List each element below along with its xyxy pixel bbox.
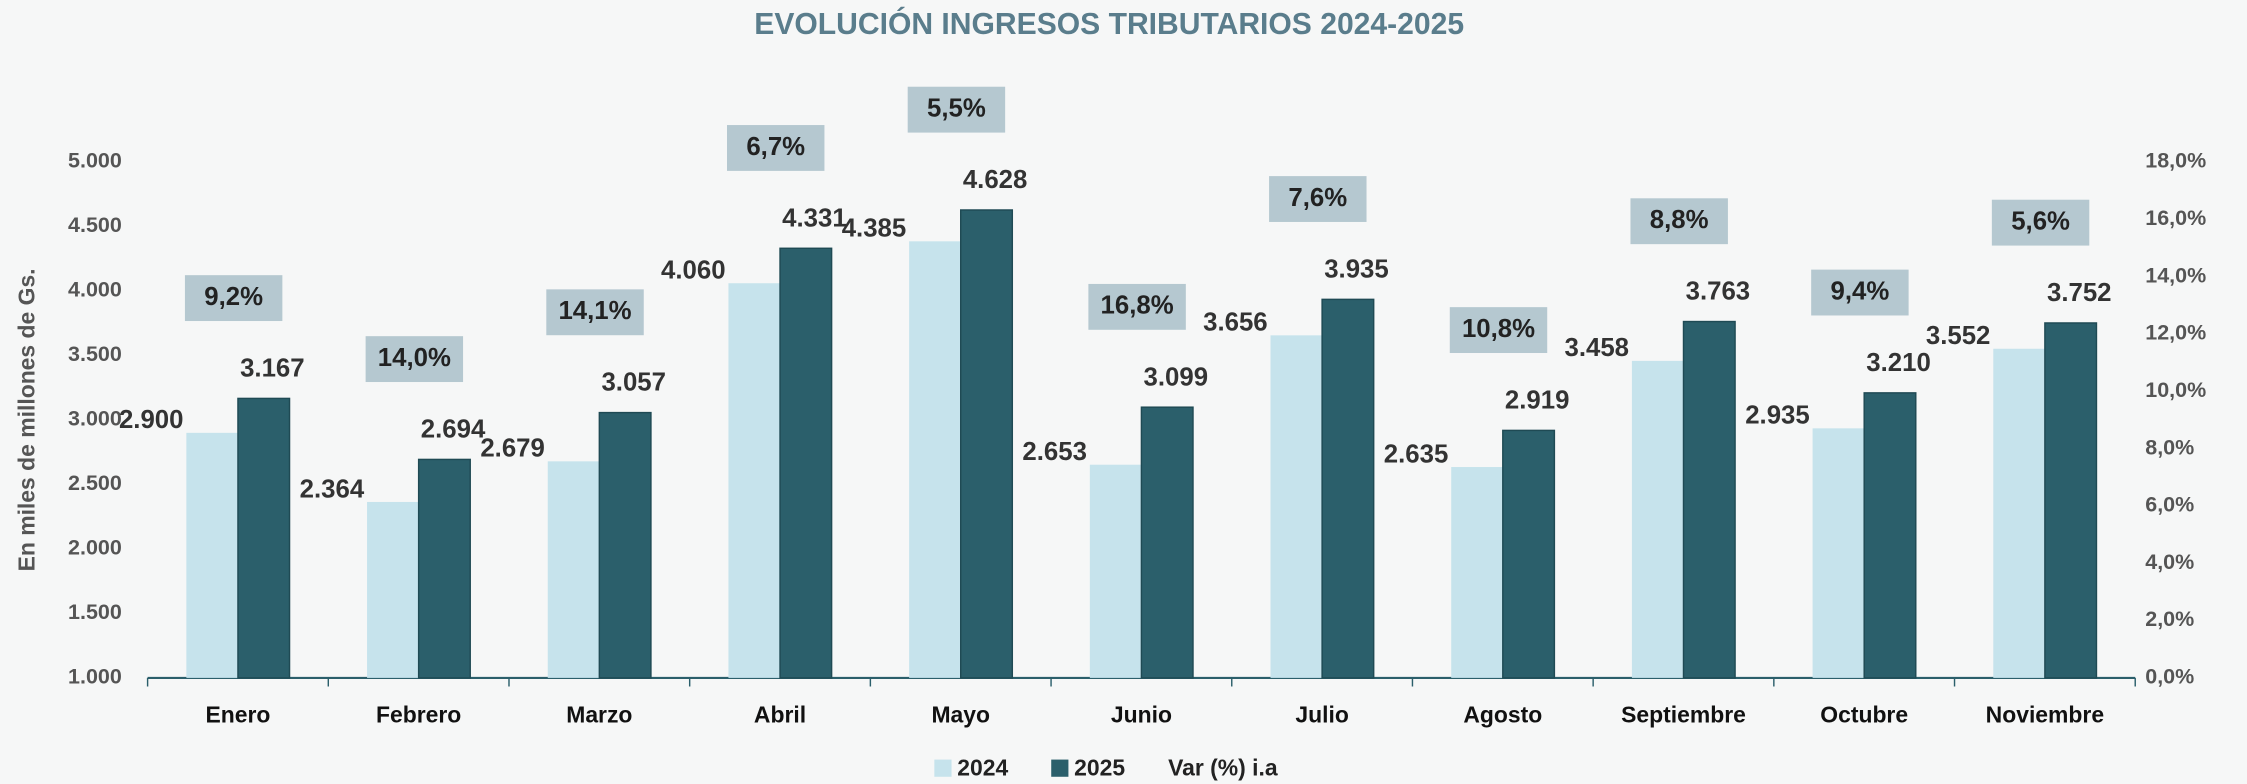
x-tick-label: Julio — [1295, 702, 1348, 728]
value-label: 2.694 — [421, 416, 486, 444]
value-label: 2.935 — [1745, 402, 1810, 430]
value-label: 3.210 — [1866, 349, 1931, 377]
bar — [1451, 467, 1503, 678]
var-label: 5,6% — [2011, 207, 2070, 235]
bar — [186, 433, 238, 678]
y2-tick-label: 0,0% — [2145, 665, 2194, 689]
bar — [780, 248, 832, 678]
bar — [1993, 349, 2045, 678]
legend-label: 2024 — [957, 755, 1008, 781]
y-axis-label: En miles de millones de Gs. — [14, 268, 40, 571]
legend-label: Var (%) i.a — [1168, 755, 1278, 781]
y-tick-label: 3.000 — [68, 407, 122, 431]
chart-title: EVOLUCIÓN INGRESOS TRIBUTARIOS 2024-2025 — [754, 7, 1464, 41]
y-tick-label: 1.500 — [68, 600, 122, 624]
var-label: 8,8% — [1650, 206, 1709, 234]
y2-tick-label: 6,0% — [2145, 493, 2194, 517]
x-tick-label: Mayo — [931, 702, 990, 728]
y-tick-label: 3.500 — [68, 342, 122, 366]
y2-tick-label: 16,0% — [2145, 206, 2206, 230]
bar — [419, 459, 471, 677]
value-label: 3.763 — [1686, 278, 1751, 306]
x-tick-label: Agosto — [1463, 702, 1542, 728]
value-label: 3.167 — [240, 355, 305, 383]
bar — [1864, 393, 1916, 678]
x-tick-label: Junio — [1111, 702, 1172, 728]
bar — [1141, 407, 1193, 678]
x-tick-label: Octubre — [1820, 702, 1908, 728]
value-label: 3.552 — [1926, 322, 1991, 350]
x-tick-label: Noviembre — [1986, 702, 2104, 728]
value-label: 4.628 — [963, 166, 1028, 194]
bar — [238, 398, 290, 677]
value-label: 2.919 — [1505, 387, 1570, 415]
value-label: 3.752 — [2047, 279, 2112, 307]
legend-swatch — [934, 760, 951, 777]
var-label: 5,5% — [927, 94, 986, 122]
value-label: 4.331 — [782, 204, 847, 232]
var-label: 14,0% — [378, 344, 451, 372]
bar — [961, 210, 1013, 678]
value-label: 2.653 — [1022, 438, 1087, 466]
value-label: 4.385 — [842, 215, 907, 243]
bar — [1632, 361, 1684, 678]
y2-tick-label: 12,0% — [2145, 321, 2206, 345]
x-tick-label: Marzo — [566, 702, 632, 728]
y-tick-label: 4.500 — [68, 213, 122, 237]
var-label: 14,1% — [558, 297, 631, 325]
y2-tick-label: 14,0% — [2145, 263, 2206, 287]
var-label: 16,8% — [1101, 292, 1174, 320]
y2-tick-label: 4,0% — [2145, 550, 2194, 574]
value-label: 2.679 — [480, 435, 545, 463]
value-label: 2.900 — [119, 406, 184, 434]
bar — [2045, 323, 2097, 678]
bar — [1503, 430, 1555, 677]
y-tick-label: 1.000 — [68, 665, 122, 689]
y2-tick-label: 10,0% — [2145, 378, 2206, 402]
value-label: 3.057 — [601, 369, 666, 397]
bar — [599, 413, 651, 678]
y2-tick-label: 18,0% — [2145, 149, 2206, 173]
y2-tick-label: 2,0% — [2145, 607, 2194, 631]
y-tick-label: 4.000 — [68, 278, 122, 302]
bar — [1813, 428, 1865, 678]
var-label: 9,4% — [1831, 277, 1890, 305]
bar — [1683, 322, 1735, 678]
x-tick-label: Febrero — [376, 702, 461, 728]
value-label: 3.099 — [1144, 363, 1209, 391]
value-label: 3.656 — [1203, 309, 1268, 337]
chart: EVOLUCIÓN INGRESOS TRIBUTARIOS 2024-2025… — [0, 0, 2247, 784]
bar — [367, 502, 419, 678]
value-label: 2.364 — [300, 475, 365, 503]
var-label: 7,6% — [1288, 184, 1347, 212]
x-tick-label: Enero — [205, 702, 270, 728]
legend-label: 2025 — [1074, 755, 1125, 781]
y-tick-label: 2.500 — [68, 471, 122, 495]
bar — [728, 283, 780, 678]
x-tick-label: Septiembre — [1621, 702, 1746, 728]
var-label: 9,2% — [204, 283, 263, 311]
x-tick-label: Abril — [754, 702, 806, 728]
var-label: 6,7% — [746, 133, 805, 161]
bar — [1322, 299, 1374, 678]
value-label: 3.935 — [1324, 256, 1389, 284]
legend-swatch — [1051, 760, 1068, 777]
bar — [909, 241, 961, 678]
y-tick-label: 2.000 — [68, 536, 122, 560]
value-label: 4.060 — [661, 257, 726, 285]
value-label: 3.458 — [1565, 334, 1630, 362]
value-label: 2.635 — [1384, 440, 1449, 468]
bar — [1271, 335, 1323, 678]
var-label: 10,8% — [1462, 315, 1535, 343]
bar — [1090, 465, 1142, 678]
bar — [548, 461, 600, 678]
y2-tick-label: 8,0% — [2145, 435, 2194, 459]
y-tick-label: 5.000 — [68, 149, 122, 173]
